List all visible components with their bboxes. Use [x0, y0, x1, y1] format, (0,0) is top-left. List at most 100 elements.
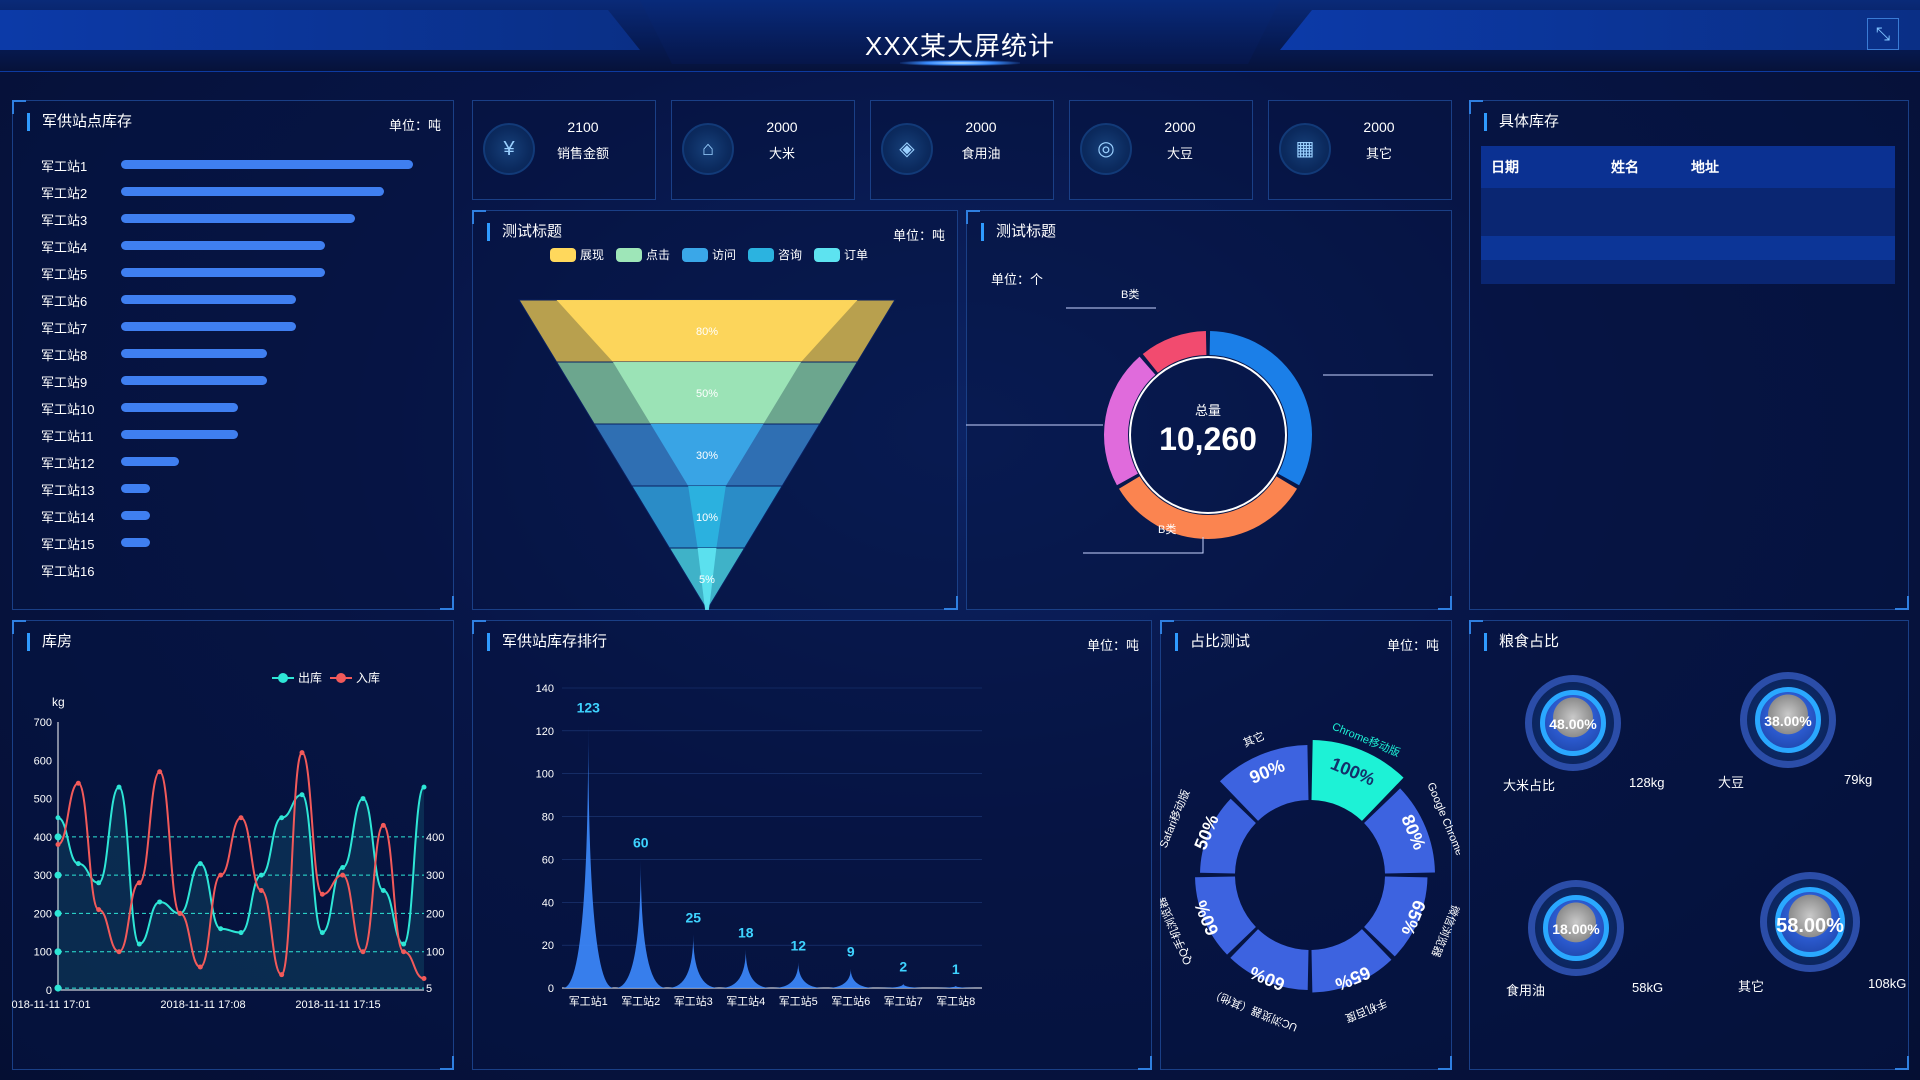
rank-peak	[773, 962, 824, 988]
bar-label: 军工站6	[41, 294, 88, 309]
data-point	[177, 910, 183, 916]
y-tick-label: 100	[34, 947, 52, 959]
bar-row[interactable]: 军工站3	[13, 207, 453, 229]
data-point	[340, 864, 346, 870]
kpi-card: ◎ 2000 大豆	[1069, 100, 1253, 200]
compress-icon[interactable]: ⤡	[1867, 18, 1899, 50]
bar-row[interactable]: 军工站13	[13, 477, 453, 499]
rank-peak	[825, 968, 876, 988]
gauge-weight: 58kG	[1632, 980, 1664, 995]
x-tick-label: 2018-11-11 17:08	[160, 999, 245, 1011]
table-row[interactable]	[1481, 212, 1895, 236]
donut-slice	[1118, 476, 1298, 539]
legend-label: 订单	[844, 248, 869, 262]
legend-item[interactable]: 访问	[682, 246, 736, 263]
bar-row[interactable]: 军工站11	[13, 423, 453, 445]
bar-row[interactable]: 军工站15	[13, 531, 453, 553]
x-tick-label: 2018-11-11 17:01	[12, 999, 91, 1011]
kpi-value: 2000	[965, 119, 997, 135]
data-point	[157, 769, 163, 775]
y-tick-label: 140	[536, 683, 554, 695]
data-point	[279, 815, 285, 821]
bar-row[interactable]: 军工站16	[13, 558, 453, 580]
bar-row[interactable]: 军工站9	[13, 369, 453, 391]
gauge-liquid	[1755, 687, 1821, 753]
bar-row[interactable]: 军工站4	[13, 234, 453, 256]
data-point	[360, 796, 366, 802]
data-point	[238, 815, 244, 821]
bar-row[interactable]: 军工站6	[13, 288, 453, 310]
kpi-label: 其它	[1365, 146, 1392, 161]
legend-label: 咨询	[778, 248, 803, 262]
y-tick-label: 100	[536, 769, 554, 781]
col-date[interactable]: 日期	[1481, 146, 1601, 188]
x-tick-label: 军工站8	[936, 994, 975, 1008]
funnel-pct-label: 5%	[699, 574, 715, 586]
bar-row[interactable]: 军工站8	[13, 342, 453, 364]
bar-row[interactable]: 军工站12	[13, 450, 453, 472]
data-point	[116, 784, 122, 790]
gauge-liquid	[1543, 895, 1609, 961]
bar-row[interactable]: 军工站14	[13, 504, 453, 526]
bar-row[interactable]: 军工站5	[13, 261, 453, 283]
bar-label: 军工站15	[41, 537, 95, 552]
col-address[interactable]: 地址	[1681, 146, 1895, 188]
bar-label: 军工站7	[41, 321, 88, 336]
oil-drop-icon: ◈	[881, 123, 933, 175]
mark-line-dot	[54, 948, 62, 956]
rank-peak	[720, 949, 771, 988]
table-row[interactable]	[1481, 260, 1895, 284]
legend-swatch	[814, 248, 840, 262]
legend-item[interactable]: 展现	[550, 246, 604, 263]
data-point	[380, 887, 386, 893]
gauge-label: 大米占比	[1503, 778, 1556, 793]
stock-panel: 军供站点库存 单位：吨 军工站1 军工站2 军工站3 军工站4 军工站5 军工站6 军工站7…	[12, 100, 454, 610]
legend-swatch	[748, 248, 774, 262]
bar-row[interactable]: 军工站7	[13, 315, 453, 337]
bar	[121, 160, 413, 169]
table-row[interactable]	[1481, 188, 1895, 212]
polar-bar	[1364, 876, 1428, 957]
y-tick-label: 300	[34, 870, 52, 882]
rank-peak	[563, 724, 614, 988]
panel-title: 具体库存	[1484, 113, 1559, 131]
mark-line-dot	[54, 984, 62, 992]
polar-bar	[1200, 798, 1256, 874]
bar-label: 军工站5	[41, 267, 88, 282]
rank-chart: 0 20 40 60 80 100 120 140 123 军工站1 60 军工站2 25 军工站3 18 军…	[536, 683, 982, 1008]
bar-row[interactable]: 军工站1	[13, 153, 453, 175]
legend-item[interactable]: 订单	[814, 246, 868, 263]
col-name[interactable]: 姓名	[1601, 146, 1681, 188]
x-tick-label: 军工站7	[884, 994, 923, 1008]
legend-item[interactable]: 咨询	[748, 246, 802, 263]
panel-title: 占比测试	[1175, 633, 1250, 651]
data-point	[360, 949, 366, 955]
rank-peak	[878, 983, 929, 988]
bar	[121, 457, 180, 466]
bar-row[interactable]: 军工站2	[13, 180, 453, 202]
kpi-card: ▦ 2000 其它	[1268, 100, 1452, 200]
polar-bar	[1230, 929, 1309, 990]
gauge-weight: 79kg	[1844, 772, 1873, 787]
y-tick-label: 120	[536, 726, 554, 738]
bar	[121, 241, 326, 250]
bar-label: 军工站11	[41, 429, 94, 444]
table-row[interactable]	[1481, 236, 1895, 260]
y-tick-label: 0	[548, 983, 554, 995]
funnel-pct-label: 50%	[696, 388, 718, 400]
donut-slice	[1209, 331, 1312, 486]
bar-row[interactable]: 军工站10	[13, 396, 453, 418]
data-label: 2	[899, 959, 907, 975]
x-tick-label: 军工站1	[569, 994, 608, 1008]
data-point	[96, 880, 102, 886]
funnel-layer	[697, 548, 717, 610]
y-tick-label: 20	[542, 940, 554, 952]
legend-item[interactable]: 点击	[616, 246, 670, 263]
bar-label: 军工站2	[41, 186, 88, 201]
header-center	[640, 0, 1280, 64]
bar-label: 军工站14	[41, 510, 95, 525]
donut-label: B类	[1158, 522, 1176, 536]
y-tick-label: 400	[34, 832, 52, 844]
x-tick-label: 军工站5	[779, 994, 818, 1008]
